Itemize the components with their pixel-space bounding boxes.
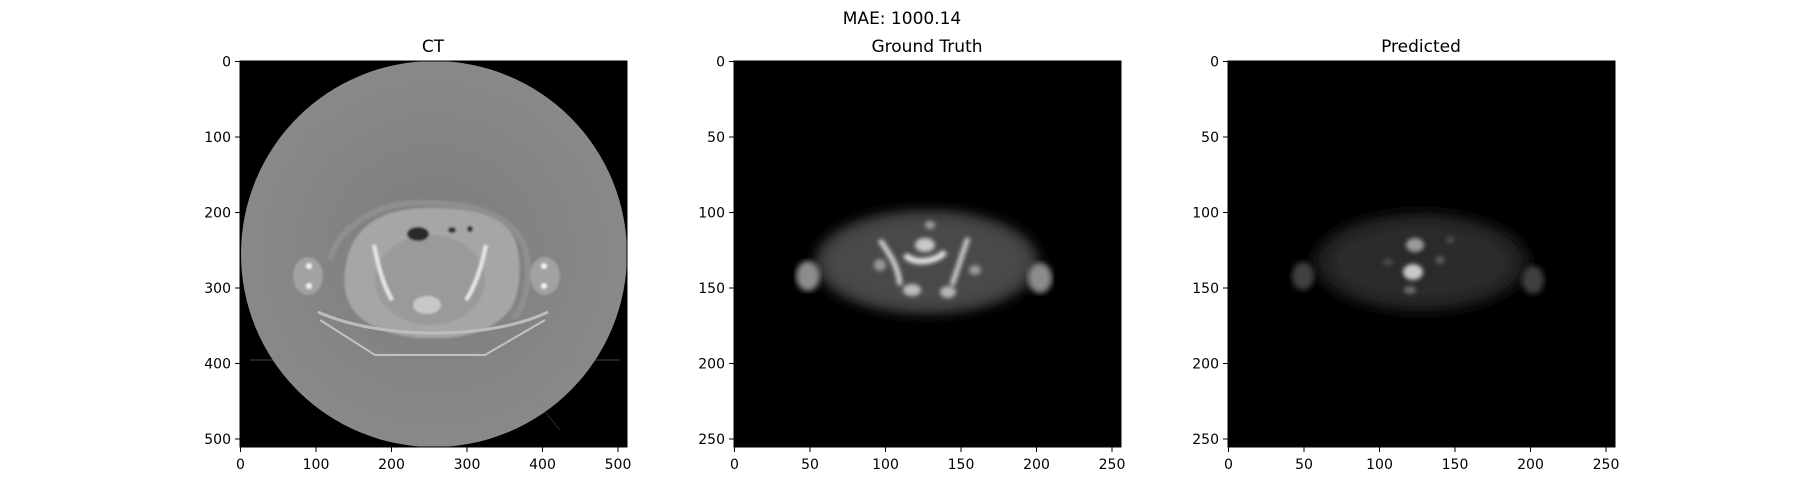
y-tick-label: 50 <box>707 130 725 146</box>
y-tick-label: 100 <box>1192 206 1219 222</box>
x-tick-label: 400 <box>529 457 556 473</box>
x-tick-label: 50 <box>801 457 819 473</box>
figure-title: MAE: 1000.14 <box>843 9 961 29</box>
panel-predicted: Predicted 0 50 <box>1192 37 1619 473</box>
x-tick-label: 0 <box>1224 457 1233 473</box>
y-tick-label: 0 <box>716 55 725 71</box>
y-tick-label: 500 <box>204 432 231 448</box>
axes-frame-ground-truth <box>733 60 1122 448</box>
panel-title-ground-truth: Ground Truth <box>871 37 982 57</box>
y-tick-label: 300 <box>204 281 231 297</box>
x-tick-label: 100 <box>1366 457 1393 473</box>
y-tick-label: 100 <box>698 206 725 222</box>
axes-frame-ct <box>239 60 628 448</box>
x-tick-label: 100 <box>303 457 330 473</box>
panel-title-predicted: Predicted <box>1381 37 1461 57</box>
y-axis-ground-truth: 0 50 100 150 200 250 <box>698 55 734 448</box>
y-tick-label: 0 <box>1210 55 1219 71</box>
y-tick-label: 250 <box>1192 432 1219 448</box>
x-axis-ground-truth: 0 50 100 150 200 250 <box>730 447 1125 473</box>
y-axis-ct: 0 100 200 300 400 500 <box>204 55 240 448</box>
y-tick-label: 50 <box>1201 130 1219 146</box>
x-axis-predicted: 0 50 100 150 200 250 <box>1224 447 1619 473</box>
y-tick-label: 0 <box>222 55 231 71</box>
x-tick-label: 100 <box>872 457 899 473</box>
panel-ct: CT <box>204 37 631 473</box>
x-tick-label: 200 <box>1023 457 1050 473</box>
ground-truth-image <box>734 61 1121 447</box>
y-tick-label: 150 <box>1192 281 1219 297</box>
y-tick-label: 400 <box>204 357 231 373</box>
x-tick-label: 0 <box>236 457 245 473</box>
x-tick-label: 250 <box>1099 457 1126 473</box>
y-tick-label: 200 <box>1192 357 1219 373</box>
x-tick-label: 200 <box>378 457 405 473</box>
y-tick-label: 250 <box>698 432 725 448</box>
x-tick-label: 200 <box>1517 457 1544 473</box>
y-tick-label: 100 <box>204 130 231 146</box>
x-tick-label: 150 <box>1442 457 1469 473</box>
y-axis-predicted: 0 50 100 150 200 250 <box>1192 55 1228 448</box>
panel-title-ct: CT <box>422 37 445 57</box>
ct-image <box>240 61 627 447</box>
axes-frame-predicted <box>1227 60 1616 448</box>
panel-ground-truth: Ground Truth <box>698 37 1125 473</box>
x-tick-label: 500 <box>605 457 632 473</box>
x-tick-label: 300 <box>454 457 481 473</box>
x-tick-label: 50 <box>1295 457 1313 473</box>
x-axis-ct: 0 100 200 300 400 500 <box>236 447 631 473</box>
x-tick-label: 150 <box>948 457 975 473</box>
x-tick-label: 250 <box>1593 457 1620 473</box>
predicted-image <box>1228 61 1615 447</box>
y-tick-label: 200 <box>698 357 725 373</box>
y-tick-label: 200 <box>204 206 231 222</box>
x-tick-label: 0 <box>730 457 739 473</box>
y-tick-label: 150 <box>698 281 725 297</box>
